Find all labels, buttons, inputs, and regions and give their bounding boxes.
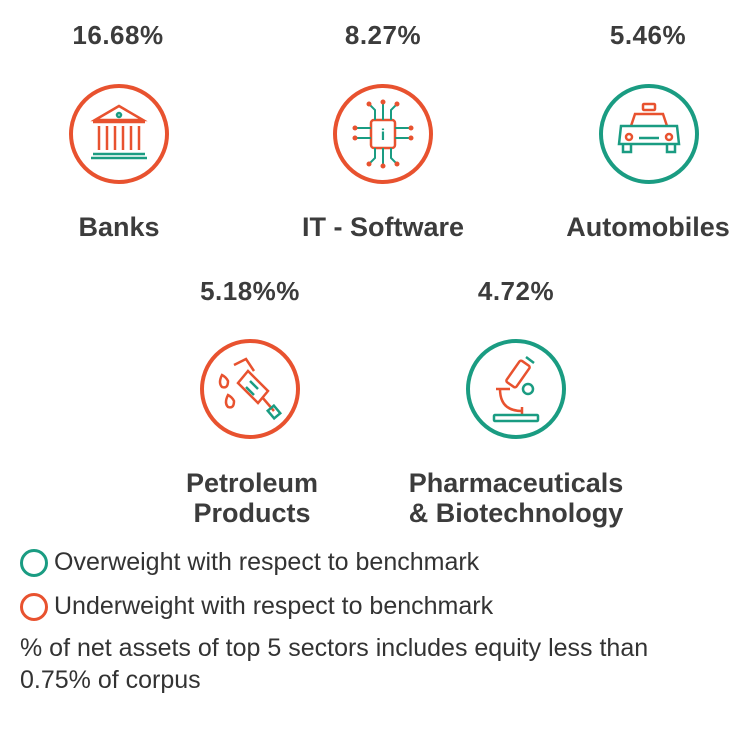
- svg-text:i: i: [381, 127, 385, 144]
- legend-overweight-text: Overweight with respect to benchmark: [54, 548, 480, 576]
- banks-percentage: 16.68%: [72, 20, 164, 50]
- underweight-ring-icon: [20, 592, 48, 621]
- petroleum-label: Petroleum Products: [160, 468, 344, 528]
- automobiles-label: Automobiles: [566, 212, 730, 242]
- automobiles-percentage: 5.46%: [609, 20, 687, 50]
- petroleum-label-line1: Petroleum: [185, 468, 319, 498]
- legend-overweight: Overweight with respect to benchmark: [20, 548, 479, 577]
- fuel-nozzle-icon: [200, 339, 300, 439]
- petroleum-label-line2: Products: [193, 498, 311, 528]
- microscope-icon: [466, 339, 566, 439]
- car-icon: [599, 84, 699, 184]
- legend-underweight: Underweight with respect to benchmark: [20, 592, 493, 621]
- footnote: % of net assets of top 5 sectors include…: [20, 634, 649, 694]
- it-software-label: IT - Software: [301, 212, 464, 242]
- petroleum-percentage: 5.18%%: [200, 276, 300, 306]
- it-software-percentage: 8.27%: [344, 20, 422, 50]
- pharma-label: Pharmaceuticals & Biotechnology: [390, 468, 642, 528]
- legend-underweight-text: Underweight with respect to benchmark: [54, 592, 494, 620]
- banks-label: Banks: [78, 212, 160, 242]
- pharma-label-line2: & Biotechnology: [408, 498, 624, 528]
- pharma-percentage: 4.72%: [477, 276, 555, 306]
- overweight-ring-icon: [20, 548, 48, 577]
- pharma-label-line1: Pharmaceuticals: [408, 468, 624, 498]
- chip-icon: i: [333, 84, 433, 184]
- bank-icon: [69, 84, 169, 184]
